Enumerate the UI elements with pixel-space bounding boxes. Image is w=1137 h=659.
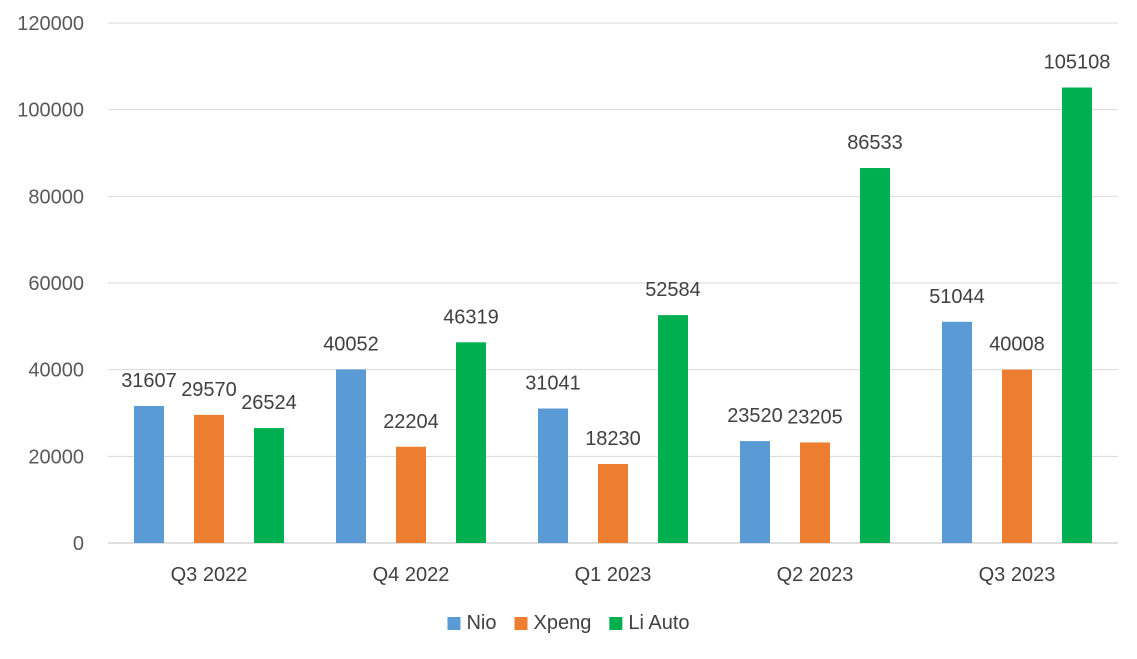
y-tick-label: 80000	[28, 186, 84, 208]
bar	[800, 442, 830, 543]
bars	[134, 87, 1092, 544]
legend-swatch	[514, 617, 528, 630]
legend-label: Nio	[466, 612, 496, 634]
x-axis-category-labels: Q3 2022 Q4 2022 Q1 2023 Q2 2023 Q3 2023	[171, 564, 1056, 586]
x-tick-label: Q4 2022	[373, 564, 450, 586]
data-label: 46319	[443, 306, 499, 328]
bar	[194, 414, 224, 543]
data-label: 22204	[383, 411, 439, 433]
y-tick-label: 100000	[17, 100, 84, 122]
bar	[860, 168, 890, 543]
data-label: 31607	[121, 370, 177, 392]
bar	[538, 408, 568, 543]
bar	[254, 428, 284, 543]
bar	[658, 315, 688, 543]
legend-swatch	[609, 617, 623, 630]
legend-label: Xpeng	[534, 612, 592, 634]
y-tick-label: 120000	[17, 13, 84, 35]
data-label: 86533	[847, 132, 903, 154]
data-label: 26524	[241, 392, 297, 414]
legend: Nio Xpeng Li Auto	[447, 612, 690, 634]
data-label: 29570	[181, 379, 237, 401]
legend-label: Li Auto	[628, 612, 689, 634]
x-tick-label: Q3 2023	[979, 564, 1056, 586]
data-label: 31041	[525, 372, 581, 394]
data-label: 18230	[585, 428, 641, 450]
data-label: 40008	[989, 334, 1045, 356]
y-tick-label: 20000	[28, 446, 84, 468]
data-label: 40052	[323, 333, 379, 355]
bar	[740, 441, 770, 543]
bar	[942, 321, 972, 543]
bar	[134, 406, 164, 543]
y-axis-tick-labels: 0 20000 40000 60000 80000 100000 120000	[17, 13, 84, 555]
x-tick-label: Q1 2023	[575, 564, 652, 586]
data-label: 105108	[1044, 52, 1111, 74]
data-label: 23520	[727, 405, 783, 427]
y-tick-label: 40000	[28, 360, 84, 382]
bar	[396, 446, 426, 543]
legend-swatch	[447, 617, 461, 630]
data-label: 52584	[645, 279, 701, 301]
bar	[598, 464, 628, 543]
bar	[1002, 369, 1032, 543]
bar	[456, 342, 486, 543]
bar	[1062, 87, 1092, 544]
data-label: 23205	[787, 406, 843, 428]
x-tick-label: Q2 2023	[777, 564, 854, 586]
y-tick-label: 60000	[28, 273, 84, 295]
y-tick-label: 0	[73, 533, 84, 555]
data-label: 51044	[929, 286, 985, 308]
bar	[336, 369, 366, 543]
x-tick-label: Q3 2022	[171, 564, 248, 586]
